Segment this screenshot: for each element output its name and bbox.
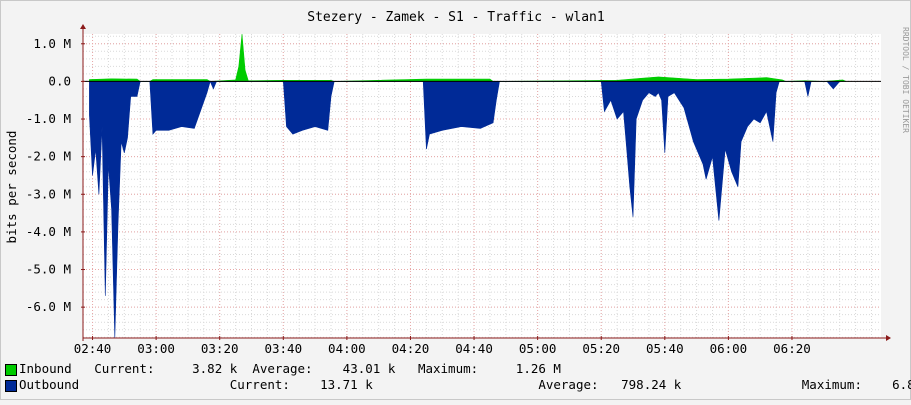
y-tick-label: -2.0 M: [26, 149, 71, 164]
x-tick-labels: 02:40 03:00 03:20 03:40 04:00 04:20 04:40 05:00…: [74, 341, 811, 356]
watermark: RRDTOOL / TOBI OETIKER: [901, 27, 910, 133]
axes: [80, 24, 891, 341]
outbound-legend-row: Outbound Current: 13.71 k Average: 798.2…: [19, 377, 911, 392]
inbound-legend-name: Inbound: [19, 361, 72, 376]
y-tick-label: -5.0 M: [26, 262, 71, 277]
inbound-current-label: Current:: [94, 361, 155, 376]
x-tick-label: 05:20: [582, 341, 620, 356]
outbound-current-label: Current:: [229, 377, 290, 392]
inbound-average-value: 43.01 k: [342, 361, 396, 376]
outbound-legend-name: Outbound: [19, 377, 80, 392]
outbound-current-value: 13.71 k: [320, 377, 373, 392]
x-tick-label: 06:00: [710, 341, 748, 356]
x-tick-label: 03:40: [264, 341, 302, 356]
outbound-average-value: 798.24 k: [621, 377, 682, 392]
outbound-maximum-label: Maximum:: [801, 377, 862, 392]
outbound-maximum-value: 6.82 M: [892, 377, 911, 392]
y-tick-label: -3.0 M: [26, 186, 71, 201]
x-axis-arrow: [886, 335, 891, 341]
inbound-legend-row: Inbound Current: 3.82 k Average: 43.01 k…: [19, 361, 561, 376]
inbound-current-value: 3.82 k: [192, 361, 238, 376]
x-tick-label: 03:00: [137, 341, 175, 356]
x-tick-label: 04:20: [392, 341, 430, 356]
x-tick-label: 02:40: [74, 341, 112, 356]
outbound-legend-swatch: [5, 380, 17, 392]
x-tick-label: 06:20: [773, 341, 811, 356]
chart-title: Stezery - Zamek - S1 - Traffic - wlan1: [307, 10, 604, 25]
y-tick-label: 0.0: [48, 73, 71, 88]
y-tick-label: -6.0 M: [26, 299, 71, 314]
y-tick-label: -1.0 M: [26, 111, 71, 126]
inbound-average-label: Average:: [252, 361, 313, 376]
y-tick-label: 1.0 M: [33, 36, 71, 51]
y-axis-label: bits per second: [4, 131, 19, 244]
x-tick-label: 04:00: [328, 341, 366, 356]
x-tick-label: 05:40: [646, 341, 684, 356]
inbound-maximum-value: 1.26 M: [515, 361, 561, 376]
inbound-legend-swatch: [5, 364, 17, 376]
outbound-average-label: Average:: [538, 377, 599, 392]
x-tick-label: 05:00: [519, 341, 557, 356]
x-tick-label: 04:40: [455, 341, 493, 356]
inbound-maximum-label: Maximum:: [417, 361, 479, 376]
x-tick-label: 03:20: [201, 341, 239, 356]
y-tick-label: -4.0 M: [26, 224, 71, 239]
y-axis-arrow: [80, 24, 86, 29]
y-tick-labels: 1.0 M 0.0 -1.0 M -2.0 M -3.0 M -4.0 M -5.0 M -6…: [26, 36, 71, 314]
